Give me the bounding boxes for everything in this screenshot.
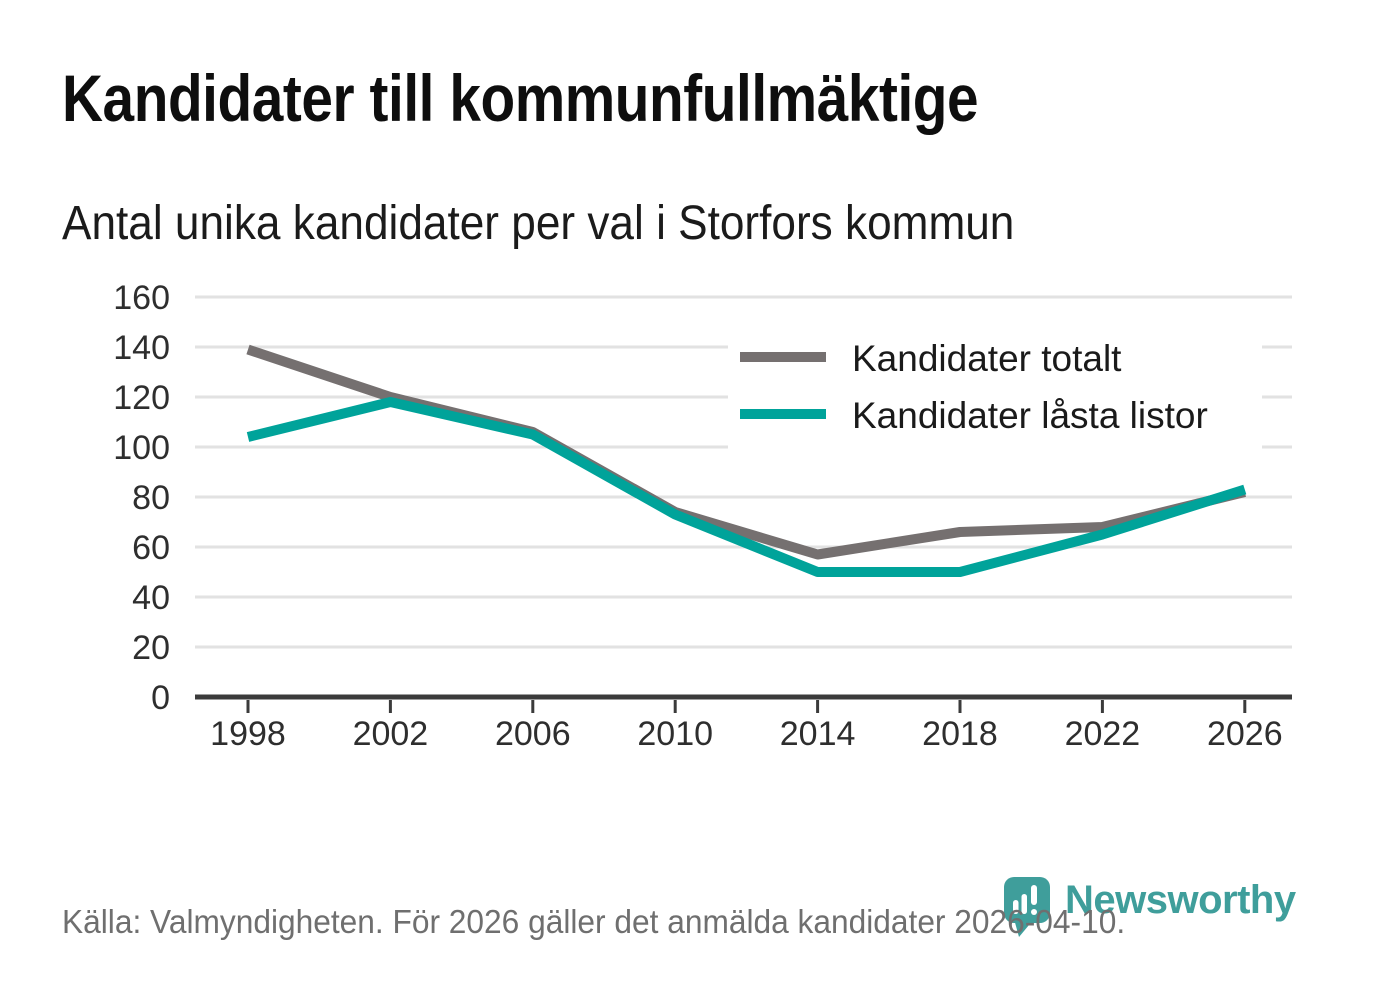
y-axis-label: 160	[113, 279, 170, 317]
x-tick-label: 2006	[495, 715, 571, 753]
y-axis-label: 140	[113, 329, 170, 367]
x-tick-label: 1998	[210, 715, 286, 753]
y-axis-label: 40	[132, 579, 170, 617]
y-axis-label: 60	[132, 529, 170, 567]
y-axis-label: 0	[151, 679, 170, 717]
x-tick-label: 2002	[353, 715, 429, 753]
legend-label: Kandidater låsta listor	[852, 395, 1208, 436]
x-tick-label: 2022	[1065, 715, 1141, 753]
x-tick-label: 2014	[780, 715, 856, 753]
newsworthy-logo: Newsworthy	[1004, 877, 1296, 939]
legend-label: Kandidater totalt	[852, 338, 1122, 379]
y-axis-label: 80	[132, 479, 170, 517]
chart-subtitle: Antal unika kandidater per val i Storfor…	[62, 197, 1015, 250]
chart-title: Kandidater till kommunfullmäktige	[62, 61, 979, 135]
y-axis-label: 20	[132, 629, 170, 667]
x-tick-label: 2010	[637, 715, 713, 753]
series-line-kandidater-l-sta-listor	[246, 397, 1247, 577]
newsworthy-logo-icon	[1004, 877, 1050, 937]
source-note: Källa: Valmyndigheten. För 2026 gäller d…	[62, 903, 1126, 940]
x-tick-label: 2018	[922, 715, 998, 753]
y-axis-label: 100	[113, 429, 170, 467]
x-tick-label: 2026	[1207, 715, 1283, 753]
y-axis-label: 120	[113, 379, 170, 417]
newsworthy-wordmark: Newsworthy	[1065, 878, 1296, 922]
